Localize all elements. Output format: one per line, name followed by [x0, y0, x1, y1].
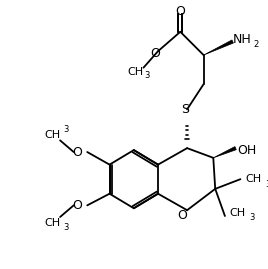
- Polygon shape: [213, 147, 236, 158]
- Text: O: O: [177, 208, 187, 222]
- Text: 3: 3: [63, 223, 69, 232]
- Text: O: O: [150, 47, 160, 60]
- Text: S: S: [181, 103, 189, 116]
- Text: CH: CH: [229, 208, 245, 218]
- Text: NH: NH: [233, 33, 252, 46]
- Text: CH: CH: [128, 66, 144, 77]
- Text: CH: CH: [44, 130, 60, 140]
- Text: 3: 3: [63, 125, 69, 134]
- Text: O: O: [73, 146, 83, 158]
- Text: 3: 3: [250, 213, 255, 222]
- Text: CH: CH: [245, 174, 261, 184]
- Text: 3: 3: [265, 179, 268, 189]
- Text: O: O: [175, 5, 185, 18]
- Text: O: O: [73, 199, 83, 212]
- Text: 3: 3: [145, 71, 150, 80]
- Text: CH: CH: [44, 218, 60, 228]
- Text: 2: 2: [253, 40, 259, 49]
- Text: OH: OH: [238, 144, 257, 157]
- Polygon shape: [204, 40, 233, 55]
